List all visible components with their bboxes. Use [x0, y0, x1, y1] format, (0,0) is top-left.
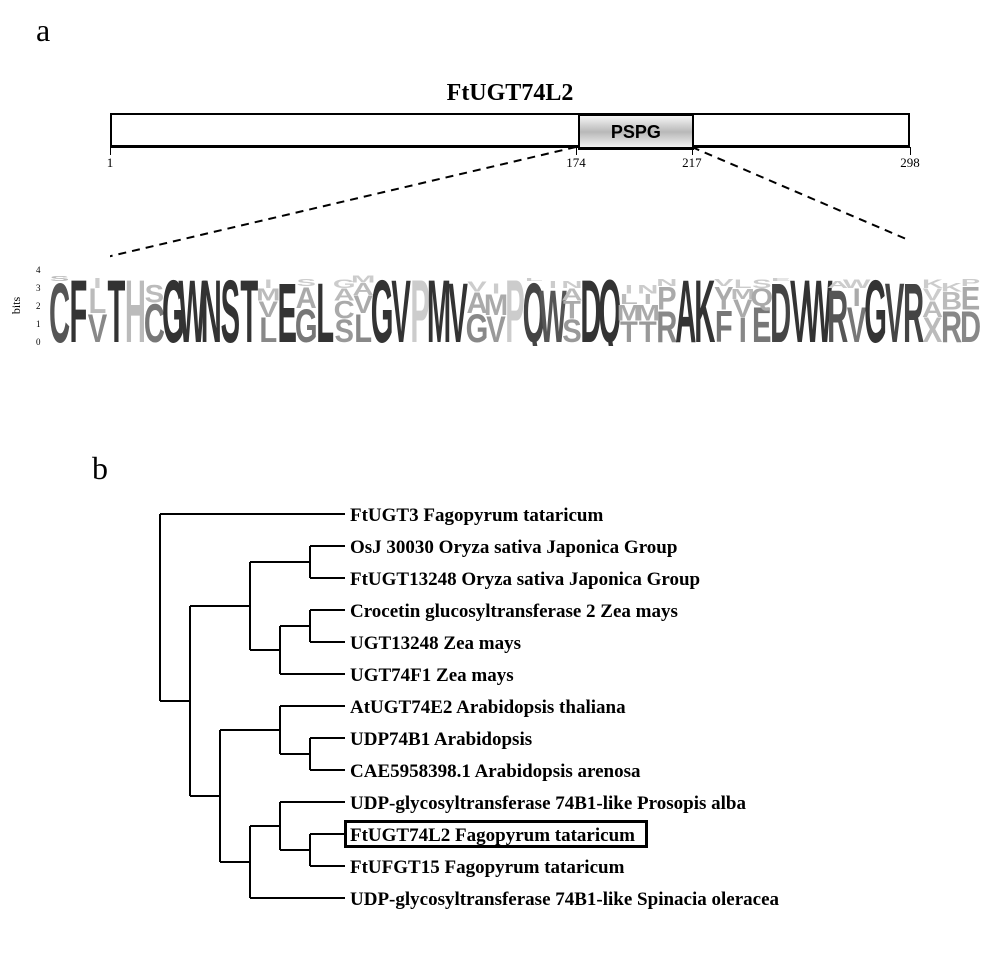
phylo-leaf-label: Crocetin glucosyltransferase 2 Zea mays — [350, 602, 678, 621]
logo-letter: V — [391, 270, 410, 346]
logo-letter: S — [752, 277, 772, 291]
logo-letter: G — [864, 270, 887, 346]
logo-letter: S — [296, 277, 315, 288]
ruler-tick — [576, 147, 577, 155]
logo-letter: I — [625, 282, 633, 296]
ruler-tick — [910, 147, 911, 155]
logo-y-tick: 3 — [36, 283, 41, 293]
phylo-leaf-label: UGT74F1 Zea mays — [350, 666, 514, 685]
logo-y-tick: 1 — [36, 319, 41, 329]
logo-letter: K — [941, 281, 962, 295]
logo-letter: N — [201, 270, 222, 346]
logo-letter: H — [125, 270, 146, 346]
domain-bar-wrap: PSPG 1174217298 — [110, 113, 910, 171]
panel-a-label: a — [36, 12, 50, 49]
logo-letter: T — [240, 270, 258, 346]
logo-y-tick: 2 — [36, 301, 41, 311]
logo-letter: S — [50, 274, 69, 282]
panel-b: FtUGT3 Fagopyrum tataricum OsJ 30030 Oryz… — [150, 500, 930, 930]
ruler-tick-label: 217 — [682, 155, 702, 171]
ruler-tick — [110, 147, 111, 155]
phylo-leaf-label: UDP-glycosyltransferase 74B1-like Spinac… — [350, 890, 779, 909]
logo-letter: K — [922, 277, 943, 291]
logo-letter: N — [561, 279, 582, 290]
pspg-domain-box: PSPG — [578, 114, 694, 150]
phylo-leaf-label: FtUGT13248 Oryza sativa Japonica Group — [350, 570, 700, 589]
highlighted-taxon-box — [344, 820, 648, 848]
logo-letter: N — [637, 282, 658, 296]
domain-bar: PSPG — [110, 113, 910, 147]
logo-letter: R — [903, 270, 924, 346]
logo-y-axis-label: bits — [9, 297, 24, 314]
phylo-tree — [150, 500, 360, 930]
logo-y-axis: bits 01234 — [20, 270, 50, 340]
ruler-tick-label: 298 — [900, 155, 920, 171]
ruler-line — [110, 147, 910, 148]
logo-letter: V — [885, 270, 904, 346]
ruler-tick-label: 174 — [566, 155, 586, 171]
phylo-leaf-label: UDP74B1 Arabidopsis — [350, 730, 532, 749]
phylo-leaf-label: UDP-glycosyltransferase 74B1-like Prosop… — [350, 794, 746, 813]
logo-letter: I — [549, 279, 557, 290]
logo-letter: L — [316, 270, 334, 346]
logo-letter: T — [108, 270, 126, 346]
panel-b-label: b — [92, 450, 108, 487]
phylo-leaf-label: FtUFGT15 Fagopyrum tataricum — [350, 858, 624, 877]
ruler: 1174217298 — [110, 147, 910, 171]
logo-y-tick: 4 — [36, 265, 41, 275]
phylo-leaf-label: UGT13248 Zea mays — [350, 634, 521, 653]
logo-letter: A — [675, 270, 696, 346]
ruler-tick-label: 1 — [107, 155, 114, 171]
logo-letter: I — [93, 275, 101, 292]
phylo-leaf-label: OsJ 30030 Oryza sativa Japonica Group — [350, 538, 677, 557]
logo-letter: S — [221, 270, 240, 346]
logo-letter: L — [734, 277, 752, 291]
logo-letter: E — [771, 277, 791, 282]
logo-letter: I — [264, 277, 272, 291]
ruler-tick — [692, 147, 693, 155]
logo-y-tick: 0 — [36, 337, 41, 347]
phylo-leaf-label: FtUGT3 Fagopyrum tataricum — [350, 506, 603, 525]
pspg-label: PSPG — [611, 122, 661, 143]
phylo-leaf-label: CAE5958398.1 Arabidopsis arenosa — [350, 762, 641, 781]
logo-letter: I — [492, 280, 500, 297]
panel-a: FtUGT74L2 PSPG 1 174 217 298 — [100, 80, 920, 171]
logo-letter: P — [961, 277, 980, 288]
logo-letter: F — [70, 270, 88, 346]
logo-letter: K — [694, 270, 715, 346]
logo-letter: G — [371, 270, 394, 346]
phylo-leaf-label: AtUGT74E2 Arabidopsis thaliana — [350, 698, 626, 717]
protein-title: FtUGT74L2 — [100, 80, 920, 107]
logo-letter: N — [656, 277, 677, 288]
